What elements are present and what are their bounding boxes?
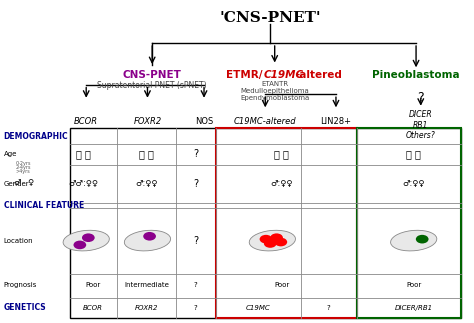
Text: LIN28+: LIN28+ [320,117,351,126]
Text: ♂:♀♀: ♂:♀♀ [271,179,293,188]
Ellipse shape [249,230,295,251]
Text: ?: ? [193,235,198,245]
Text: ?: ? [194,282,197,288]
Text: ?: ? [326,305,330,311]
Bar [216,128,357,318]
Text: BCOR: BCOR [74,117,98,126]
Text: C19MC-altered: C19MC-altered [234,117,297,126]
Text: 🧒 🧑: 🧒 🧑 [406,150,421,160]
Text: GENETICS: GENETICS [4,303,46,312]
Text: C19MC: C19MC [264,70,303,80]
Text: ♂:♀♀: ♂:♀♀ [402,179,425,188]
Text: Gender: Gender [4,181,29,187]
Text: CNS-PNET: CNS-PNET [123,70,182,80]
Text: C19MC: C19MC [246,305,271,311]
Text: 🧒 🧑: 🧒 🧑 [139,150,154,160]
Text: Prognosis: Prognosis [4,282,37,288]
Text: CLINICAL FEATURE: CLINICAL FEATURE [4,201,84,210]
Bar [70,128,461,318]
Text: 🧒 🧒: 🧒 🧒 [274,150,289,160]
Text: 'CNS-PNET': 'CNS-PNET' [219,11,321,25]
Circle shape [270,234,283,242]
Text: NOS: NOS [195,117,213,126]
Text: ♂: ♂ [13,178,21,187]
Ellipse shape [124,230,171,251]
Text: 2-4yrs: 2-4yrs [16,165,31,170]
Text: BCOR: BCOR [83,305,103,311]
Text: Pineoblastoma: Pineoblastoma [372,70,460,80]
Circle shape [73,241,86,249]
Circle shape [264,239,277,248]
Text: ETMR/: ETMR/ [227,70,263,80]
Text: -altered: -altered [296,70,343,80]
Text: Poor: Poor [274,282,290,288]
Text: FOXR2: FOXR2 [135,305,158,311]
Text: ♂:♀♀: ♂:♀♀ [135,179,158,188]
Bar [357,128,461,318]
Circle shape [82,234,95,242]
Text: Location: Location [4,238,33,244]
Text: Age: Age [4,151,17,157]
Text: 0-2yrs: 0-2yrs [16,161,31,166]
Text: ♂♂:♀♀: ♂♂:♀♀ [69,179,99,188]
Text: ?: ? [194,305,197,311]
Text: FOXR2: FOXR2 [133,117,162,126]
Circle shape [260,235,273,244]
Text: Supratentorial PNET (sPNET): Supratentorial PNET (sPNET) [97,81,207,90]
Text: 🧒 🧑: 🧒 🧑 [76,150,91,160]
Text: ♀: ♀ [27,178,34,187]
Text: Poor: Poor [86,282,101,288]
Text: ?: ? [418,91,424,104]
Circle shape [143,232,156,241]
Text: DICER/RB1: DICER/RB1 [395,305,433,311]
Text: Poor: Poor [406,282,421,288]
Ellipse shape [391,230,437,251]
Text: >4yrs: >4yrs [16,169,30,174]
Text: DICER
RB1
Others?: DICER RB1 Others? [406,110,436,140]
Text: ETANTR
Medulloepithelioma
Ependymoblastoma: ETANTR Medulloepithelioma Ependymoblasto… [240,81,310,101]
Text: ?: ? [193,150,198,160]
Circle shape [274,238,287,246]
Text: ?: ? [193,179,198,189]
Ellipse shape [63,230,109,251]
Text: DEMOGRAPHIC: DEMOGRAPHIC [4,132,68,141]
Text: Intermediate: Intermediate [124,282,169,288]
Circle shape [416,235,428,244]
